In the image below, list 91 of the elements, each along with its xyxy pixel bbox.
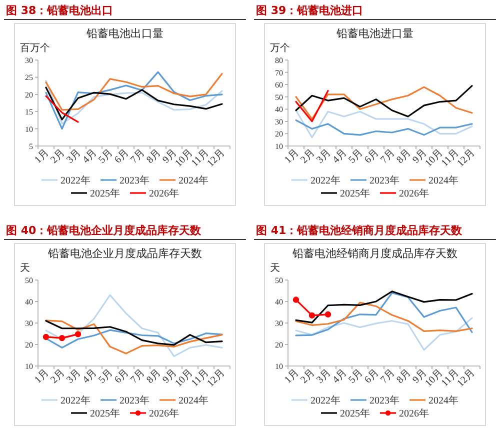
y-tick-label: 50 — [275, 276, 283, 285]
y-tick-label: 30 — [25, 319, 33, 328]
y-axis-title: 百万个 — [20, 42, 50, 54]
legend-label: 2025年 — [90, 408, 120, 420]
chart-title: 图 40：铅蓄电池企业月度成品库存天数 — [6, 224, 202, 237]
x-tick-label: 5月 — [346, 367, 366, 386]
y-tick-label: 40 — [275, 105, 283, 114]
x-tick-label: 7月 — [378, 147, 398, 166]
legend-label: 2024年 — [178, 394, 208, 406]
y-tick-label: 40 — [25, 298, 33, 306]
point — [308, 312, 316, 319]
point — [324, 311, 332, 318]
x-tick-label: 1月 — [282, 147, 302, 166]
y-tick-label: 30 — [275, 319, 283, 328]
x-tick-label: 1月 — [32, 147, 52, 166]
x-tick-label: 6月 — [362, 367, 382, 386]
legend-label: 2023年 — [370, 394, 400, 406]
legend-label: 2025年 — [340, 188, 370, 200]
x-tick-label: 2月 — [298, 147, 318, 166]
x-tick-label: 7月 — [128, 367, 148, 386]
x-tick-label: 3月 — [64, 147, 84, 166]
chart-subtitle: 铅蓄电池进口量 — [336, 27, 414, 40]
x-tick-label: 1月 — [282, 367, 302, 386]
legend-label: 2022年 — [310, 174, 340, 186]
y-axis-title: 天 — [270, 263, 280, 274]
y-tick-label: 25 — [25, 73, 33, 82]
x-tick-label: 8月 — [394, 367, 414, 386]
y-tick-label: 15 — [25, 108, 33, 117]
legend-label: 2024年 — [178, 174, 208, 186]
x-tick-label: 2月 — [48, 147, 68, 166]
x-tick-label: 7月 — [128, 147, 148, 166]
legend-label: 2026年 — [399, 188, 429, 200]
legend-label: 2024年 — [428, 394, 458, 406]
x-tick-label: 2月 — [298, 367, 318, 386]
y-tick-label: 10 — [25, 124, 33, 134]
x-tick-label: 5月 — [346, 147, 366, 166]
chart-title: 图 39：铅蓄电池进口 — [256, 4, 364, 17]
y-tick-label: 20 — [275, 340, 283, 350]
x-tick-label: 6月 — [112, 147, 132, 166]
x-tick-label: 4月 — [80, 367, 100, 386]
legend-label: 2022年 — [60, 394, 90, 406]
y-tick-label: 50 — [25, 276, 33, 285]
y-axis-title: 天 — [20, 263, 30, 274]
x-tick-label: 1月 — [32, 367, 52, 386]
point — [292, 296, 300, 303]
x-tick-label: 5月 — [96, 147, 116, 166]
legend-label: 2026年 — [149, 188, 179, 200]
x-tick-label: 3月 — [314, 147, 334, 166]
x-tick-label: 7月 — [378, 367, 398, 386]
y-tick-label: 50 — [275, 92, 283, 102]
legend-label: 2026年 — [149, 408, 179, 420]
y-tick-label: 20 — [25, 90, 33, 100]
x-tick-label: 4月 — [330, 147, 350, 166]
legend-label: 2025年 — [340, 408, 370, 420]
y-tick-label: 10 — [25, 362, 33, 371]
chart-title: 图 38：铅蓄电池出口 — [6, 4, 114, 17]
chart-title: 图 41：铅蓄电池经销商月度成品库存天数 — [256, 224, 464, 237]
legend-label: 2023年 — [370, 174, 400, 186]
y-tick-label: 70 — [275, 68, 283, 78]
x-tick-label: 8月 — [144, 147, 164, 166]
legend-label: 2022年 — [60, 174, 90, 186]
y-tick-label: 10 — [275, 362, 283, 371]
x-tick-label: 2月 — [48, 367, 68, 386]
y-tick-label: 10 — [275, 142, 283, 151]
x-tick-label: 6月 — [112, 367, 132, 386]
legend-label: 2026年 — [399, 408, 429, 420]
y-tick-label: 20 — [275, 130, 283, 139]
x-tick-label: 4月 — [330, 367, 350, 386]
y-tick-label: 40 — [275, 298, 283, 306]
x-tick-label: 4月 — [80, 147, 100, 166]
x-tick-label: 5月 — [96, 367, 116, 386]
legend-label: 2023年 — [120, 394, 150, 406]
y-tick-label: 80 — [275, 56, 283, 65]
x-tick-label: 3月 — [64, 367, 84, 386]
chart-subtitle: 铅蓄电池出口量 — [86, 27, 164, 40]
x-tick-label: 8月 — [394, 147, 414, 166]
x-tick-label: 8月 — [144, 367, 164, 386]
chart-subtitle: 铅蓄电池企业月度成品库存天数 — [47, 247, 202, 260]
legend-label: 2023年 — [120, 174, 150, 186]
legend-label: 2022年 — [310, 394, 340, 406]
chart-subtitle: 铅蓄电池经销商月度成品库存天数 — [292, 247, 458, 260]
y-tick-label: 30 — [25, 56, 33, 65]
y-tick-label: 5 — [29, 142, 33, 151]
x-tick-label: 3月 — [314, 367, 334, 386]
y-tick-label: 60 — [275, 80, 283, 90]
y-axis-title: 万个 — [270, 42, 290, 54]
y-tick-label: 30 — [275, 117, 283, 126]
legend-label: 2025年 — [90, 188, 120, 200]
x-tick-label: 6月 — [362, 147, 382, 166]
legend-label: 2024年 — [428, 174, 458, 186]
y-tick-label: 20 — [25, 340, 33, 350]
